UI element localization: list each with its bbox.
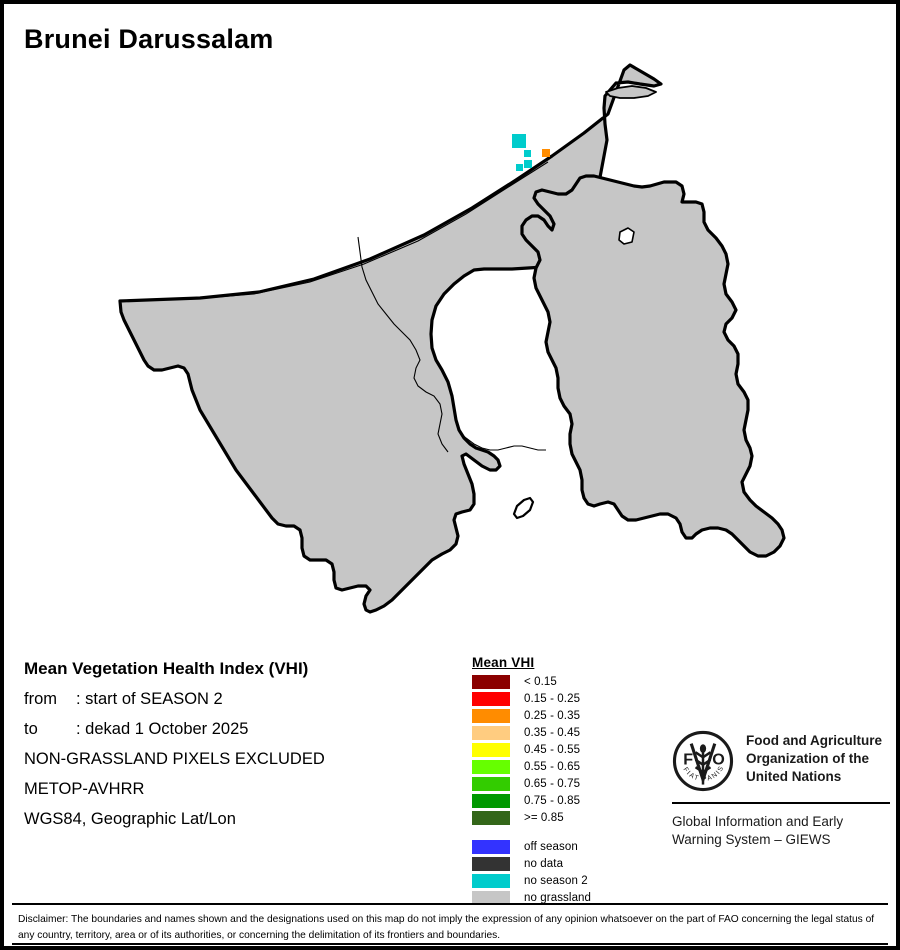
- map-canvas[interactable]: [4, 52, 896, 632]
- legend-status-list: off season no data no season 2 no grassland: [472, 839, 591, 906]
- legend-swatch-status-3: [472, 891, 510, 905]
- legend-title: Mean VHI: [472, 655, 535, 670]
- legend-row-class-5[interactable]: 0.55 - 0.65: [472, 759, 591, 775]
- fao-logo-icon: F O FIAT PANIS: [672, 730, 734, 792]
- legend-label-class-7: 0.75 - 0.85: [524, 795, 581, 807]
- fao-divider: [672, 802, 890, 804]
- legend-swatch-status-0: [472, 840, 510, 854]
- legend-swatch-class-7: [472, 794, 510, 808]
- giews-name: Global Information and Early Warning Sys…: [672, 813, 890, 848]
- legend-row-class-0[interactable]: < 0.15: [472, 674, 591, 690]
- fao-branding: F O FIAT PANIS Food and Agriculture Orga…: [672, 730, 890, 848]
- legend-swatch-class-0: [472, 675, 510, 689]
- vhi-pixel-4: [542, 149, 550, 157]
- map-info-block: Mean Vegetation Health Index (VHI) from …: [24, 659, 454, 840]
- info-from-key: from: [24, 690, 57, 708]
- legend-label-class-6: 0.65 - 0.75: [524, 778, 581, 790]
- legend-swatch-class-1: [472, 692, 510, 706]
- info-row-from: from : start of SEASON 2: [24, 690, 454, 709]
- info-heading: Mean Vegetation Health Index (VHI): [24, 659, 309, 678]
- info-row-to: to : dekad 1 October 2025: [24, 720, 454, 739]
- svg-text:O: O: [712, 751, 725, 769]
- vhi-pixel-2: [524, 160, 532, 168]
- info-from-value: : start of SEASON 2: [76, 690, 223, 708]
- legend-label-class-5: 0.55 - 0.65: [524, 761, 581, 773]
- temburong-polygon[interactable]: [520, 174, 786, 558]
- disclaimer-top-divider: [12, 903, 888, 905]
- page-title: Brunei Darussalam: [24, 24, 274, 54]
- vhi-pixel-1: [524, 150, 531, 157]
- brunei-coast-spit: [119, 161, 549, 302]
- giews-line2: Warning System – GIEWS: [672, 831, 831, 847]
- vhi-pixel-layer: [4, 52, 896, 632]
- legend-row-class-2[interactable]: 0.25 - 0.35: [472, 708, 591, 724]
- info-line-sensor: METOP-AVHRR: [24, 780, 145, 798]
- legend-row-class-1[interactable]: 0.15 - 0.25: [472, 691, 591, 707]
- legend-row-class-6[interactable]: 0.65 - 0.75: [472, 776, 591, 792]
- legend-label-class-0: < 0.15: [524, 676, 557, 688]
- fao-org-line3: United Nations: [746, 768, 842, 784]
- district-boundary-belait-tutong: [357, 236, 449, 453]
- legend-swatch-status-2: [472, 874, 510, 888]
- coastal-detail-northeast: [605, 85, 657, 99]
- legend-swatch-class-4: [472, 743, 510, 757]
- legend-row-class-4[interactable]: 0.45 - 0.55: [472, 742, 591, 758]
- vhi-pixel-0: [512, 134, 526, 148]
- fao-org-line2: Organization of the: [746, 750, 869, 766]
- legend-row-class-7[interactable]: 0.75 - 0.85: [472, 793, 591, 809]
- legend-row-class-3[interactable]: 0.35 - 0.45: [472, 725, 591, 741]
- legend-row-status-1[interactable]: no data: [472, 856, 591, 872]
- map-legend: Mean VHI < 0.15 0.15 - 0.25 0.25 - 0.35 0.3…: [472, 655, 591, 907]
- disclaimer-text: Disclaimer: The boundaries and names sho…: [18, 914, 875, 941]
- legend-label-status-1: no data: [524, 858, 564, 870]
- brunei-mainland-polygon[interactable]: [118, 63, 663, 614]
- legend-row-status-0[interactable]: off season: [472, 839, 591, 855]
- legend-swatch-class-5: [472, 760, 510, 774]
- legend-swatch-class-2: [472, 709, 510, 723]
- legend-swatch-class-8: [472, 811, 510, 825]
- legend-spacer: [472, 827, 591, 839]
- disclaimer-bottom-divider: [12, 943, 888, 945]
- svg-text:F: F: [683, 751, 693, 769]
- legend-label-class-8: >= 0.85: [524, 812, 564, 824]
- legend-label-class-2: 0.25 - 0.35: [524, 710, 581, 722]
- legend-label-status-3: no grassland: [524, 892, 592, 904]
- legend-swatch-class-6: [472, 777, 510, 791]
- legend-class-list: < 0.15 0.15 - 0.25 0.25 - 0.35 0.35 - 0.45 0…: [472, 674, 591, 826]
- info-line-projection: WGS84, Geographic Lat/Lon: [24, 810, 236, 828]
- giews-line1: Global Information and Early: [672, 814, 844, 829]
- legend-label-status-0: off season: [524, 841, 578, 853]
- brunei-map-svg: [118, 63, 786, 614]
- fao-org-name: Food and Agriculture Organization of the…: [746, 732, 882, 785]
- info-line-exclusion: NON-GRASSLAND PIXELS EXCLUDED: [24, 750, 325, 768]
- legend-row-status-2[interactable]: no season 2: [472, 873, 591, 889]
- legend-row-status-3[interactable]: no grassland: [472, 890, 591, 906]
- temburong-west-notch: [618, 227, 635, 245]
- legend-label-status-2: no season 2: [524, 875, 588, 887]
- vhi-pixel-3: [516, 164, 523, 171]
- legend-swatch-status-1: [472, 857, 510, 871]
- district-boundary-tutong-brunei-muara: [458, 431, 546, 451]
- legend-swatch-class-3: [472, 726, 510, 740]
- info-to-key: to: [24, 720, 38, 738]
- fao-org-line1: Food and Agriculture: [746, 733, 882, 748]
- legend-row-class-8[interactable]: >= 0.85: [472, 810, 591, 826]
- legend-label-class-4: 0.45 - 0.55: [524, 744, 581, 756]
- legend-label-class-3: 0.35 - 0.45: [524, 727, 581, 739]
- brunei-bay-inlet: [512, 496, 535, 520]
- legend-label-class-1: 0.15 - 0.25: [524, 693, 581, 705]
- fao-logo-row: F O FIAT PANIS Food and Agriculture Orga…: [672, 730, 890, 792]
- info-to-value: : dekad 1 October 2025: [76, 720, 249, 738]
